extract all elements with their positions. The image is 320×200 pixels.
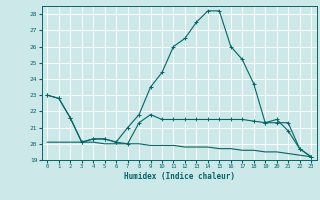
X-axis label: Humidex (Indice chaleur): Humidex (Indice chaleur)	[124, 172, 235, 181]
